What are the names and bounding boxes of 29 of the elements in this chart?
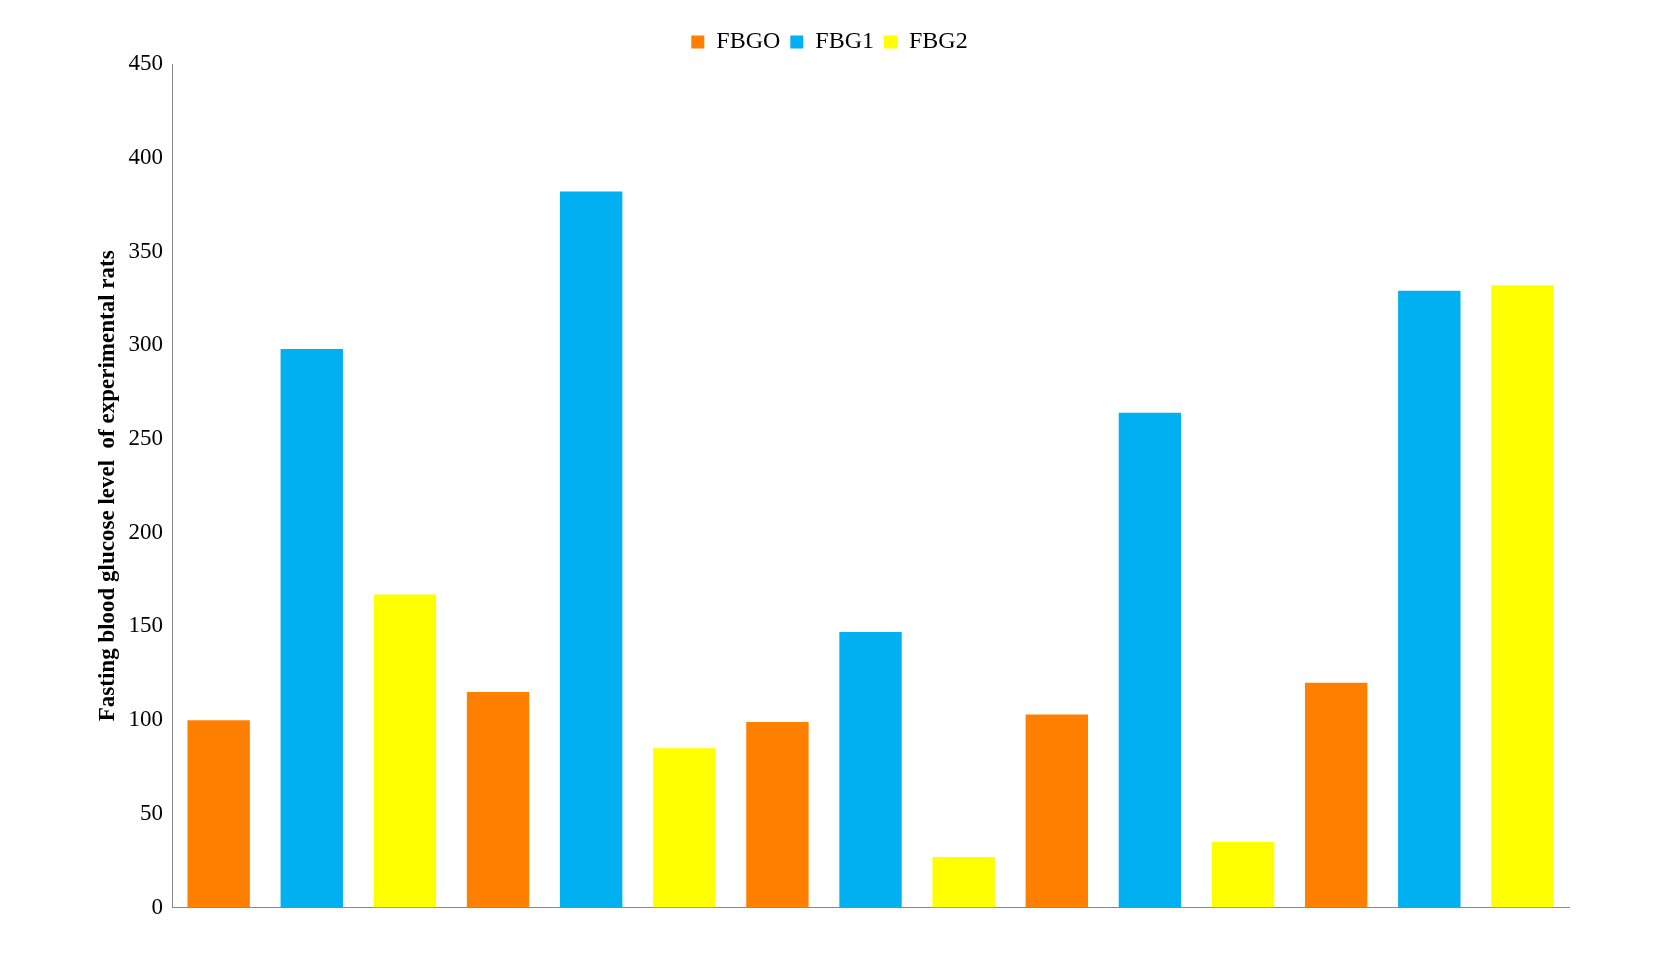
bar xyxy=(466,692,530,908)
bar xyxy=(1491,285,1554,908)
y-tick-label: 250 xyxy=(128,424,164,450)
y-tick-label: 450 xyxy=(128,50,164,76)
bar xyxy=(1304,682,1368,908)
y-tick-label: 100 xyxy=(128,706,164,732)
bar xyxy=(746,722,809,908)
y-tick-label: 400 xyxy=(128,143,164,169)
legend-label: FBG2 xyxy=(909,27,968,54)
bar xyxy=(932,856,995,908)
y-tick-label: 50 xyxy=(140,799,164,825)
y-tick-label: 150 xyxy=(128,612,164,638)
y-tick-label: 300 xyxy=(128,331,164,357)
bar xyxy=(280,348,343,908)
y-tick-label: 200 xyxy=(128,518,164,544)
bar xyxy=(653,748,716,908)
bar xyxy=(373,594,437,908)
bar xyxy=(1118,412,1182,908)
y-axis-title: Fasting blood glucose level of experimental rats xyxy=(93,250,119,722)
bar xyxy=(1211,841,1275,908)
bar xyxy=(559,191,623,908)
legend-label: FBGO xyxy=(716,27,781,54)
y-tick-label: 350 xyxy=(128,237,164,263)
legend-label: FBG1 xyxy=(815,27,875,54)
bar xyxy=(187,720,250,908)
bar xyxy=(839,632,902,908)
bar xyxy=(1025,714,1088,908)
y-tick-label: 0 xyxy=(151,893,164,919)
bar xyxy=(1398,290,1461,908)
